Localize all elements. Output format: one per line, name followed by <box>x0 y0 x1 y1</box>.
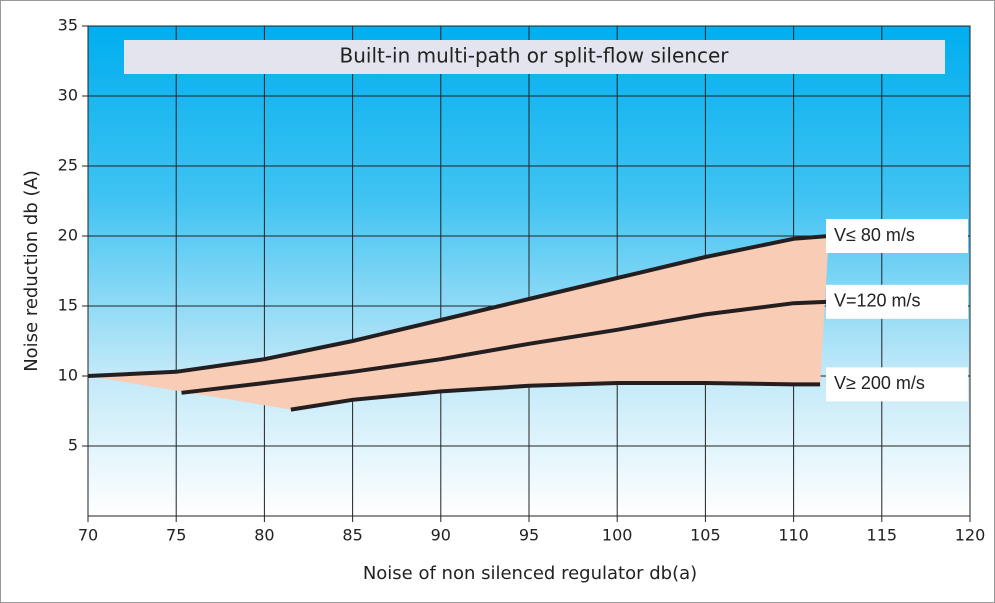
x-tick-label: 100 <box>602 526 633 545</box>
series-line <box>181 299 829 395</box>
plot-border <box>87 25 971 517</box>
x-tick-label: 70 <box>78 526 98 545</box>
legend-label: V≥ 200 m/s <box>834 373 925 393</box>
legend-box <box>826 367 968 402</box>
x-tick-label: 110 <box>778 526 809 545</box>
y-tick-label: 10 <box>58 366 78 385</box>
legend-label: V=120 m/s <box>834 291 921 311</box>
x-axis-label: Noise of non silenced regulator db(a) <box>363 563 697 584</box>
x-tick-label: 85 <box>342 526 362 545</box>
y-tick-label: 20 <box>58 226 78 245</box>
y-tick-label: 35 <box>58 16 78 35</box>
y-tick-label: 25 <box>58 156 78 175</box>
series-line <box>87 234 830 378</box>
chart-title: Built-in multi-path or split-flow silenc… <box>339 44 729 68</box>
legend-box <box>826 219 968 253</box>
x-tick-label: 75 <box>166 526 186 545</box>
x-tick-label: 90 <box>431 526 451 545</box>
x-tick-label: 120 <box>955 526 986 545</box>
x-tick-label: 95 <box>519 526 539 545</box>
y-tick-label: 15 <box>58 296 78 315</box>
y-axis-label: Noise reduction db (A) <box>21 170 42 372</box>
legend-box <box>826 284 968 319</box>
range-band <box>88 236 829 410</box>
x-tick-label: 115 <box>867 526 898 545</box>
y-tick-label: 30 <box>58 86 78 105</box>
y-tick-label: 5 <box>68 436 78 455</box>
x-tick-label: 80 <box>254 526 274 545</box>
title-box <box>124 40 945 74</box>
x-tick-label: 105 <box>690 526 721 545</box>
legend-label: V≤ 80 m/s <box>834 225 915 245</box>
series-line <box>290 381 821 412</box>
